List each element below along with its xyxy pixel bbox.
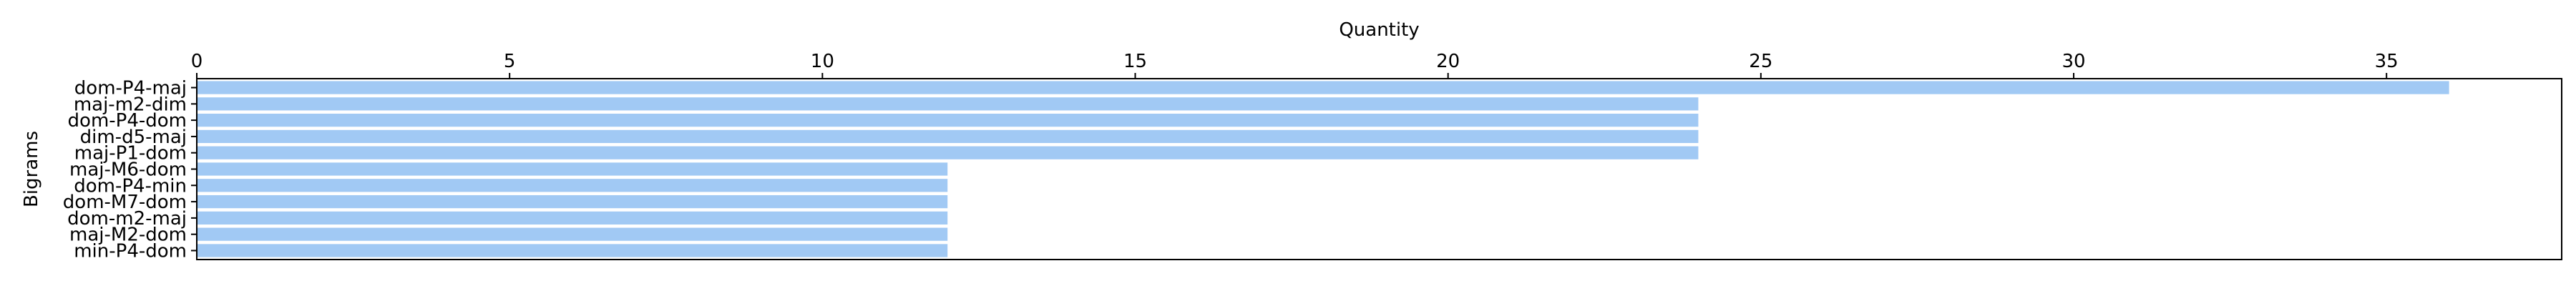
y-tick-label: dom-m2-maj — [67, 208, 187, 230]
y-tick-label: dom-P4-dom — [68, 110, 187, 132]
y-tick-label: dom-P4-maj — [74, 78, 187, 99]
y-tick-label: maj-M6-dom — [69, 159, 187, 181]
x-tick-label: 20 — [1436, 51, 1460, 72]
x-tick-label: 5 — [504, 51, 516, 72]
bar-dom-M7-dom — [197, 194, 948, 209]
bar-dim-d5-maj — [197, 129, 1699, 144]
y-tick-label: dim-d5-maj — [80, 127, 187, 148]
x-tick-label: 10 — [811, 51, 834, 72]
x-tick-label: 35 — [2375, 51, 2399, 72]
bar-dom-m2-maj — [197, 211, 948, 225]
y-axis-label: Bigrams — [21, 131, 42, 207]
bar-maj-M2-dom — [197, 227, 948, 241]
y-axis-ticks: dom-P4-majmaj-m2-dimdom-P4-domdim-d5-maj… — [63, 78, 197, 262]
y-tick-label: maj-m2-dim — [74, 94, 187, 115]
y-tick-label: dom-P4-min — [74, 175, 187, 197]
x-tick-label: 0 — [191, 51, 203, 72]
bar-maj-M6-dom — [197, 162, 948, 176]
y-tick-label: maj-M2-dom — [69, 225, 187, 246]
y-tick-label: maj-P1-dom — [74, 143, 187, 164]
bar-maj-P1-dom — [197, 146, 1699, 159]
x-tick-label: 30 — [2062, 51, 2085, 72]
bar-dom-P4-maj — [197, 81, 2449, 94]
bar-dom-P4-min — [197, 179, 948, 192]
x-tick-label: 15 — [1123, 51, 1147, 72]
x-axis-ticks: 0 5 10 15 20 25 30 35 — [191, 51, 2399, 79]
bar-min-P4-dom — [197, 244, 948, 257]
x-tick-label: 25 — [1749, 51, 1772, 72]
x-axis-label: Quantity — [1339, 19, 1419, 41]
bars-group — [197, 81, 2449, 257]
y-tick-label: min-P4-dom — [74, 240, 187, 262]
bar-maj-m2-dim — [197, 97, 1699, 111]
y-tick-label: dom-M7-dom — [63, 192, 187, 213]
bar-dom-P4-dom — [197, 114, 1699, 127]
